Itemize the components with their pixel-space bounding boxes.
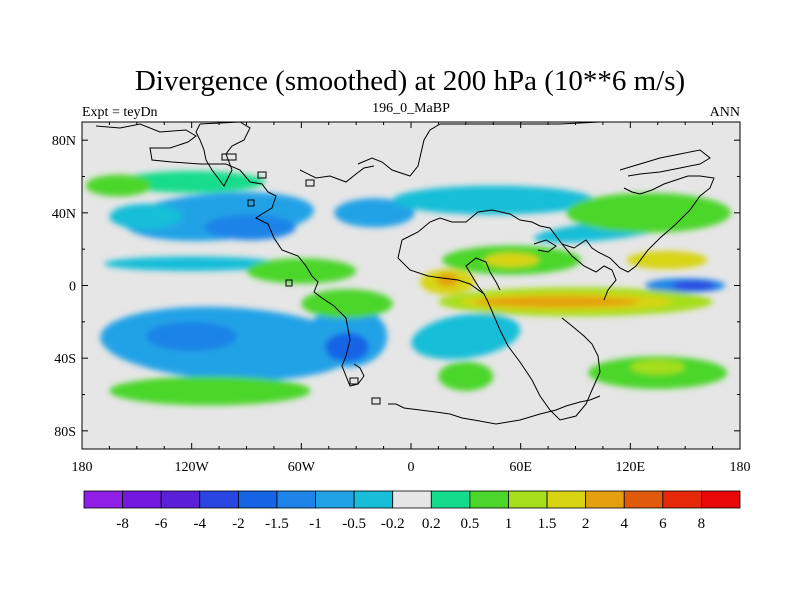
colorbar-box <box>546 490 587 509</box>
y-tick-label: 40S <box>54 352 76 367</box>
coastline-south-asia <box>561 243 617 301</box>
x-tick-label: 120W <box>175 460 210 475</box>
colorbar-box <box>508 490 548 509</box>
field-region-17 <box>566 192 731 233</box>
colorbar-box <box>83 490 123 509</box>
y-tick-label: 80S <box>54 425 76 440</box>
island-1 <box>221 153 237 161</box>
colorbar-label: 8 <box>698 516 706 532</box>
colorbar-box <box>430 490 471 509</box>
colorbar-box <box>662 490 702 509</box>
coastline-misc-3 <box>299 165 375 183</box>
colorbar-box <box>315 490 355 509</box>
coastline-antarctica <box>388 395 601 425</box>
coastline-europe-south <box>401 175 715 273</box>
field-region-3 <box>109 203 183 230</box>
colorbar-box <box>160 490 201 509</box>
island-4 <box>371 397 381 405</box>
colorbar-box <box>122 490 162 509</box>
center-string: 196_0_MaBP <box>372 101 450 116</box>
right-string: ANN <box>710 105 740 120</box>
colorbar-label: 4 <box>620 516 628 532</box>
plot-area <box>81 121 741 450</box>
colorbar-box <box>276 490 316 509</box>
y-tick-label: 40N <box>52 207 76 222</box>
colorbar-label: 6 <box>659 516 667 532</box>
colorbar-label: -6 <box>155 516 168 532</box>
colorbar-box <box>585 490 625 509</box>
field-region-11 <box>325 332 369 362</box>
colorbar-label: 2 <box>582 516 590 532</box>
field-region-20 <box>626 250 708 270</box>
field-region-9 <box>145 321 238 351</box>
colorbar-label: -1.5 <box>265 516 289 532</box>
chart-title: Divergence (smoothed) at 200 hPa (10**6 … <box>135 65 685 97</box>
field-region-6 <box>103 256 280 271</box>
colorbar-box <box>701 490 741 509</box>
field-contours <box>85 171 731 406</box>
colorbar-box <box>237 490 278 509</box>
field-region-4 <box>334 198 415 228</box>
island-2 <box>305 179 315 187</box>
colorbar-label: 0.5 <box>461 516 480 532</box>
colorbar: -8 -6 -4 -2 -1.5 -1 -0.5 -0.2 0.2 0.5 1 1.5 2 4 6 8 <box>83 490 741 532</box>
coastline-greenland <box>195 121 251 187</box>
field-region-14 <box>672 280 717 291</box>
y-axis: 80N 40N 0 40S 80S <box>52 134 740 440</box>
x-axis: 180 120W 60W 0 60E 120E 180 <box>72 122 751 475</box>
colorbar-label: -4 <box>194 516 207 532</box>
island-7 <box>285 279 293 287</box>
colorbar-label: -8 <box>116 516 129 532</box>
x-tick-label: 180 <box>72 460 93 475</box>
field-region-5 <box>392 185 594 215</box>
x-tick-label: 180 <box>730 460 751 475</box>
coastline-south-america <box>313 291 365 387</box>
colorbar-box <box>469 490 509 509</box>
coastline-misc-2 <box>533 239 557 253</box>
colorbar-label: -2 <box>232 516 245 532</box>
x-tick-label: 60W <box>288 460 316 475</box>
field-region-26 <box>246 258 357 284</box>
field-region-31 <box>438 361 494 391</box>
field-region-16 <box>85 174 152 197</box>
field-region-19 <box>484 252 539 268</box>
island-5 <box>349 377 359 385</box>
coastline-africa <box>397 239 601 421</box>
coastline-red-sea <box>465 257 501 295</box>
field-region-25 <box>474 296 640 308</box>
coastline-europe-asia <box>357 121 740 177</box>
coastline-misc-1 <box>619 149 711 177</box>
colorbar-box <box>392 490 432 509</box>
x-tick-label: 120E <box>616 460 646 475</box>
colorbar-label: -0.5 <box>342 516 366 532</box>
colorbar-box <box>623 490 664 509</box>
colorbar-label: 0.2 <box>422 516 441 532</box>
x-tick-label: 60E <box>509 460 532 475</box>
colorbar-label: 1 <box>505 516 513 532</box>
field-region-27 <box>301 289 393 319</box>
colorbar-box <box>353 490 394 509</box>
field-region-12 <box>411 313 521 360</box>
island-3 <box>247 199 255 207</box>
field-region-30 <box>630 359 686 375</box>
coastlines <box>95 121 740 425</box>
coastline-north-america <box>95 123 319 293</box>
colorbar-box <box>199 490 239 509</box>
left-string: Expt = teyDn <box>82 105 158 120</box>
field-region-22 <box>436 273 459 287</box>
colorbar-label: -1 <box>309 516 322 532</box>
field-region-28 <box>109 376 311 406</box>
colorbar-label: -0.2 <box>381 516 405 532</box>
divergence-field <box>85 171 731 406</box>
field-region-2 <box>204 214 296 241</box>
island-6 <box>257 171 267 179</box>
x-tick-label: 0 <box>408 460 415 475</box>
y-tick-label: 0 <box>69 280 76 295</box>
y-tick-label: 80N <box>52 134 76 149</box>
colorbar-label: 1.5 <box>538 516 557 532</box>
